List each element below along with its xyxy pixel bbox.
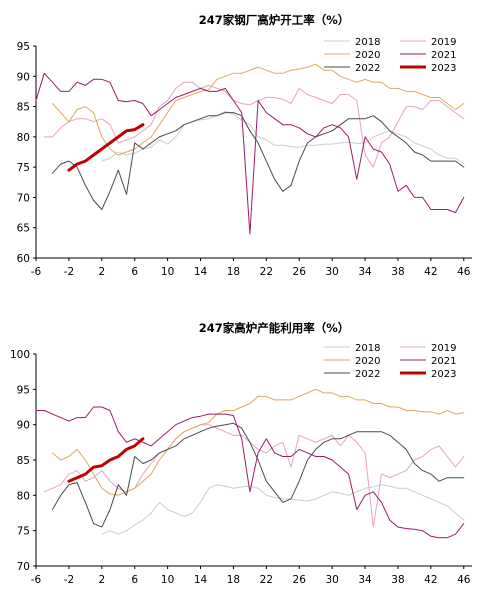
x-tick-label: -6 [31, 574, 42, 586]
series-line-2018 [101, 110, 465, 165]
y-tick-label: 75 [17, 162, 30, 174]
x-tick-label: 26 [293, 266, 307, 278]
x-tick-label: -6 [31, 266, 42, 278]
series-line-2018 [101, 484, 465, 535]
y-tick-label: 65 [17, 223, 30, 235]
chart-title: 247家钢厂高炉开工率（%） [199, 13, 350, 27]
y-tick-label: 75 [17, 526, 30, 538]
series-line-2023 [67, 437, 145, 483]
series-line-2022 [52, 422, 465, 528]
y-tick-label: 95 [17, 41, 30, 53]
x-tick-label: 10 [161, 266, 174, 278]
x-tick-label: 6 [131, 574, 138, 586]
x-tick-label: 30 [325, 574, 338, 586]
series-line-2020 [52, 388, 465, 496]
series-line-2019 [43, 81, 465, 168]
y-tick-label: 90 [17, 420, 30, 432]
y-tick-label: 60 [17, 253, 30, 265]
legend-label-2022: 2022 [355, 63, 380, 74]
x-tick-label: 30 [325, 266, 338, 278]
legend-label-2023: 2023 [431, 369, 456, 380]
x-tick-label: 18 [227, 266, 240, 278]
x-tick-label: 38 [391, 266, 404, 278]
x-tick-label: -2 [64, 266, 74, 278]
x-tick-label: 10 [161, 574, 174, 586]
y-tick-label: 90 [17, 71, 30, 83]
x-tick-label: 2 [98, 574, 105, 586]
series-line-2021 [35, 406, 465, 539]
legend-label-2019: 2019 [431, 343, 456, 354]
y-tick-label: 80 [17, 132, 30, 144]
series-line-2020 [52, 63, 465, 156]
series-line-2023 [67, 123, 145, 172]
legend-label-2021: 2021 [431, 356, 456, 367]
legend-label-2021: 2021 [431, 50, 456, 61]
y-tick-label: 70 [17, 192, 30, 204]
legend-label-2020: 2020 [355, 356, 380, 367]
x-tick-label: 26 [293, 574, 307, 586]
x-tick-label: 46 [457, 574, 471, 586]
x-tick-label: 42 [424, 574, 437, 586]
legend-label-2018: 2018 [355, 37, 380, 48]
x-tick-label: 18 [227, 574, 240, 586]
legend-label-2019: 2019 [431, 37, 456, 48]
x-tick-label: 6 [131, 266, 138, 278]
y-tick-label: 95 [17, 384, 30, 396]
y-tick-label: 85 [17, 102, 30, 114]
x-tick-label: 14 [194, 266, 208, 278]
x-tick-label: 42 [424, 266, 437, 278]
chart-title: 247家高炉产能利用率（%） [199, 321, 350, 335]
series-line-2019 [43, 424, 465, 528]
x-tick-label: -2 [64, 574, 74, 586]
x-tick-label: 46 [457, 266, 471, 278]
legend-label-2020: 2020 [355, 50, 380, 61]
series-line-2021 [35, 72, 465, 235]
x-tick-label: 22 [260, 266, 273, 278]
x-tick-label: 34 [358, 266, 372, 278]
x-tick-label: 34 [358, 574, 372, 586]
y-tick-label: 80 [17, 490, 30, 502]
x-tick-label: 14 [194, 574, 208, 586]
x-tick-label: 2 [98, 266, 105, 278]
x-tick-label: 22 [260, 574, 273, 586]
legend-label-2022: 2022 [355, 369, 380, 380]
series-line-2022 [52, 112, 465, 210]
x-tick-label: 38 [391, 574, 404, 586]
y-tick-label: 100 [10, 349, 30, 361]
legend-label-2018: 2018 [355, 343, 380, 354]
y-tick-label: 85 [17, 455, 30, 467]
y-tick-label: 70 [17, 561, 30, 573]
legend-label-2023: 2023 [431, 63, 456, 74]
